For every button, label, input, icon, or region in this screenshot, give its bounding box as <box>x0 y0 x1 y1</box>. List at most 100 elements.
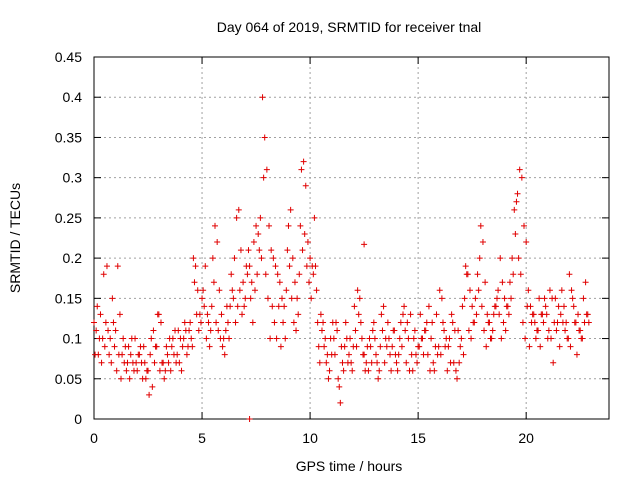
data-point <box>223 303 230 310</box>
data-point <box>417 311 424 318</box>
data-point <box>276 279 283 286</box>
data-point <box>230 295 237 302</box>
data-point <box>301 230 308 237</box>
data-point <box>245 247 252 254</box>
data-point <box>521 222 528 229</box>
data-point <box>355 311 362 318</box>
data-point <box>374 359 381 366</box>
data-point <box>248 279 255 286</box>
data-point <box>291 279 298 286</box>
data-point <box>94 303 101 310</box>
data-point <box>97 311 104 318</box>
data-point <box>400 311 407 318</box>
data-point <box>506 279 513 286</box>
data-point <box>392 351 399 358</box>
data-point <box>398 343 405 350</box>
data-point <box>302 182 309 189</box>
data-point <box>394 367 401 374</box>
data-point <box>430 359 437 366</box>
data-point <box>575 311 582 318</box>
data-point <box>526 343 533 350</box>
data-point <box>450 359 457 366</box>
data-point <box>154 311 161 318</box>
data-point <box>383 343 390 350</box>
data-point <box>438 295 445 302</box>
data-point <box>289 255 296 262</box>
data-point <box>183 351 190 358</box>
data-point <box>470 319 477 326</box>
data-point <box>234 303 241 310</box>
data-point <box>151 359 158 366</box>
data-point <box>215 327 222 334</box>
data-point <box>378 311 385 318</box>
data-point <box>536 295 543 302</box>
data-point <box>214 239 221 246</box>
data-point <box>283 287 290 294</box>
data-point <box>271 319 278 326</box>
data-point <box>500 319 507 326</box>
data-point <box>416 343 423 350</box>
data-point <box>455 327 462 334</box>
data-point <box>489 327 496 334</box>
data-point <box>473 311 480 318</box>
data-point <box>98 359 105 366</box>
data-point <box>249 319 256 326</box>
y-tick-label: 0.25 <box>55 210 82 226</box>
data-point <box>505 311 512 318</box>
data-point <box>349 367 356 374</box>
data-point <box>571 319 578 326</box>
data-point <box>200 287 207 294</box>
data-point <box>569 295 576 302</box>
data-point <box>157 319 164 326</box>
data-point <box>491 303 498 310</box>
data-point <box>262 271 269 278</box>
data-point <box>137 343 144 350</box>
data-point <box>322 335 329 342</box>
data-point <box>281 303 288 310</box>
data-point <box>504 303 511 310</box>
data-point <box>576 327 583 334</box>
data-point <box>156 367 163 374</box>
data-point <box>150 327 157 334</box>
data-point <box>152 343 159 350</box>
data-point <box>558 287 565 294</box>
data-point <box>172 327 179 334</box>
data-point <box>180 335 187 342</box>
data-point <box>206 343 213 350</box>
data-point <box>523 239 530 246</box>
data-point <box>410 335 417 342</box>
data-point <box>254 271 261 278</box>
data-point <box>321 343 328 350</box>
data-point <box>494 295 501 302</box>
data-point <box>401 303 408 310</box>
data-point <box>409 367 416 374</box>
data-point <box>478 303 485 310</box>
data-point <box>103 263 110 270</box>
data-point <box>566 271 573 278</box>
data-point <box>444 367 451 374</box>
data-point <box>361 241 368 248</box>
data-point <box>487 335 494 342</box>
data-point <box>232 319 239 326</box>
data-point <box>372 351 379 358</box>
data-point <box>334 327 341 334</box>
data-point <box>568 287 575 294</box>
data-point <box>371 335 378 342</box>
data-point <box>181 319 188 326</box>
data-point <box>337 399 344 406</box>
data-point <box>560 303 567 310</box>
data-point <box>96 335 103 342</box>
data-point <box>522 335 529 342</box>
data-point <box>510 271 517 278</box>
data-point <box>466 287 473 294</box>
data-point <box>101 343 108 350</box>
data-point <box>278 295 285 302</box>
data-point <box>554 319 561 326</box>
data-point <box>261 134 268 141</box>
data-point <box>300 158 307 165</box>
data-point <box>490 311 497 318</box>
data-point <box>380 303 387 310</box>
data-point <box>345 351 352 358</box>
data-point <box>107 335 114 342</box>
